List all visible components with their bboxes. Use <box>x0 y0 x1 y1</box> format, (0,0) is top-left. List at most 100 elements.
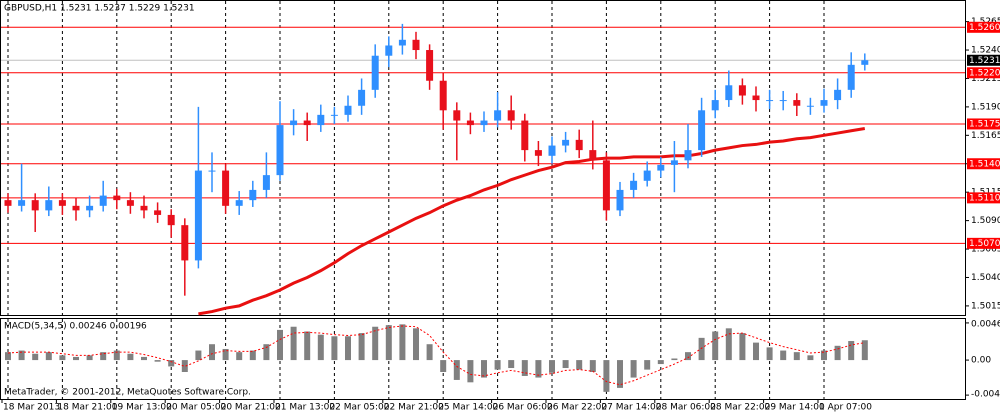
y-tick-label: -0.00441 <box>971 390 1000 400</box>
macd-bar <box>793 352 800 361</box>
macd-bar <box>236 352 243 361</box>
macd-bar <box>385 325 392 361</box>
macd-bar <box>508 360 515 369</box>
macd-bar <box>100 352 107 361</box>
macd-bar <box>671 358 678 361</box>
candle-body <box>385 45 393 56</box>
macd-bar <box>59 355 66 361</box>
macd-bar <box>113 350 120 361</box>
candle-body <box>534 150 542 156</box>
macd-bar <box>589 360 596 372</box>
macd-bar <box>277 329 283 361</box>
candle-body <box>31 200 39 211</box>
level-label: 1.5220 <box>969 68 1000 78</box>
moving-average <box>198 127 866 316</box>
macd-bar <box>576 360 583 370</box>
candle-body <box>630 180 638 190</box>
macd-bar <box>440 360 447 372</box>
macd-bar <box>766 347 773 361</box>
macd-bar <box>345 336 351 361</box>
candle-body <box>507 110 515 121</box>
candle-body <box>684 150 692 161</box>
candle-body <box>711 100 719 111</box>
candle-body <box>426 50 434 81</box>
candle-body <box>18 200 26 206</box>
macd-bar <box>372 326 379 361</box>
macd-bar <box>725 328 732 361</box>
macd-bar <box>249 350 256 361</box>
macd-bar <box>222 348 229 361</box>
candle-body <box>453 110 461 121</box>
macd-bar <box>739 333 746 361</box>
candle-body <box>466 120 474 126</box>
candle-body <box>793 100 801 106</box>
macd-bar <box>467 360 474 383</box>
candle-body <box>194 170 202 261</box>
macd-bar <box>154 360 161 362</box>
level-label: 1.5110 <box>969 193 1000 203</box>
x-tick-label: 29 Mar 14:00 <box>765 403 825 413</box>
candle-body <box>657 164 665 171</box>
level-box <box>967 237 1000 249</box>
macd-title: MACD(5,34,5) 0.00246 0.00196 <box>4 322 147 332</box>
last-price-box <box>967 54 1000 66</box>
macd-bar <box>413 328 419 361</box>
macd-bar <box>263 344 270 361</box>
macd-bar <box>712 331 719 361</box>
level-label: 1.5070 <box>969 239 1000 249</box>
y-tick-label: 1.5015 <box>971 301 1000 311</box>
level-label: 1.5140 <box>969 159 1000 169</box>
candle-body <box>140 205 148 211</box>
candle-body <box>303 120 311 126</box>
y-tick-label: 1.5090 <box>971 216 1000 226</box>
macd-bar <box>494 360 501 370</box>
level-label: 1.5260 <box>969 23 1000 33</box>
candle-body <box>72 205 80 211</box>
candle-body <box>344 105 352 115</box>
macd-bar <box>317 334 324 361</box>
macd-bar <box>73 356 79 361</box>
candle-body <box>371 55 379 90</box>
candle-body <box>358 89 366 106</box>
candle-body <box>521 120 529 151</box>
macd-panel <box>0 318 966 400</box>
macd-signal <box>7 325 865 386</box>
macd-bar <box>685 352 691 361</box>
candle-body <box>548 145 556 156</box>
macd-bar <box>168 360 175 367</box>
y-tick-label: 1.5065 <box>971 245 1000 255</box>
macd-bar <box>426 344 433 361</box>
x-tick-label: 28 Mar 06:00 <box>656 403 716 413</box>
macd-bar <box>127 353 134 361</box>
candle-body <box>752 95 760 101</box>
x-tick-label: 27 Mar 14:00 <box>601 403 661 413</box>
macd-bar <box>630 360 637 378</box>
candle-body <box>847 64 855 90</box>
macd-bar <box>848 341 855 361</box>
y-tick-label: 1.5165 <box>971 131 1000 141</box>
macd-bar <box>834 345 841 361</box>
y-tick-label: 0.00 <box>971 356 991 366</box>
x-tick-label: 25 Mar 14:00 <box>438 403 498 413</box>
candle-body <box>738 85 746 96</box>
x-tick-label: 21 Mar 13:00 <box>275 403 335 413</box>
candle-body <box>276 125 284 176</box>
candle-body <box>86 205 94 211</box>
x-tick-label: 1 Apr 07:00 <box>819 403 872 413</box>
macd-bar <box>603 360 610 392</box>
macd-bar <box>331 336 338 361</box>
macd-bar <box>141 356 147 361</box>
candle-body <box>58 200 66 206</box>
candle-body <box>317 114 325 126</box>
level-box <box>967 158 1000 170</box>
candle-body <box>249 189 257 201</box>
macd-bar <box>535 360 542 378</box>
candle-body <box>602 160 610 211</box>
macd-bar <box>209 344 215 361</box>
candle-body <box>575 139 583 151</box>
candle-body <box>766 100 774 102</box>
candle-body <box>99 195 107 206</box>
macd-bar <box>481 360 487 378</box>
x-tick-label: 19 Mar 13:00 <box>112 403 172 413</box>
macd-bar <box>780 350 787 361</box>
